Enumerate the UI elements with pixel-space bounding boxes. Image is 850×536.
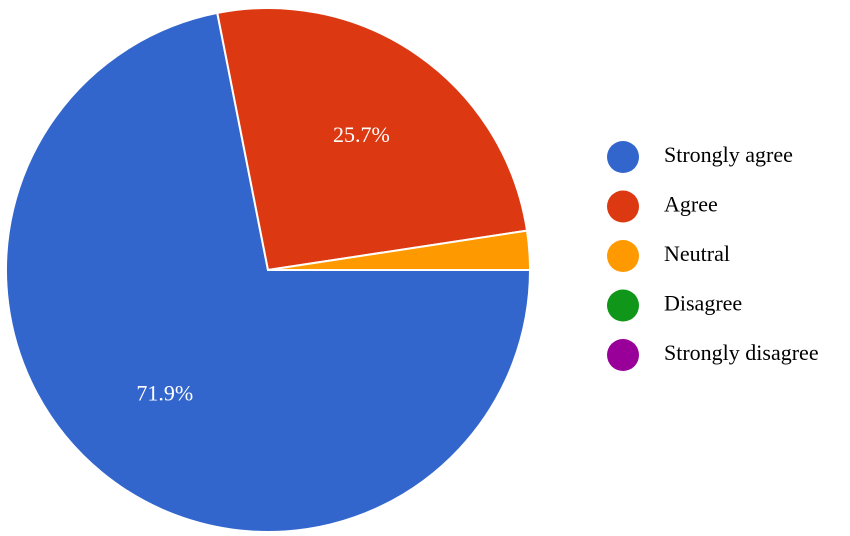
legend-marker: [607, 339, 639, 371]
legend-label: Neutral: [664, 241, 730, 266]
slice-label: 25.7%: [333, 122, 390, 147]
legend-label: Agree: [664, 192, 718, 217]
pie-slice: [5, 11, 532, 533]
legend-label: Strongly disagree: [664, 340, 819, 365]
legend-marker: [607, 240, 639, 272]
pie-slice: [267, 229, 532, 271]
pie-slice: [216, 7, 529, 272]
legend-label: Disagree: [664, 291, 742, 316]
legend-marker: [607, 141, 639, 173]
legend-marker: [607, 190, 639, 223]
legend-label: Strongly agree: [664, 142, 793, 167]
slice-label: 71.9%: [136, 381, 193, 406]
legend-marker: [607, 289, 639, 322]
